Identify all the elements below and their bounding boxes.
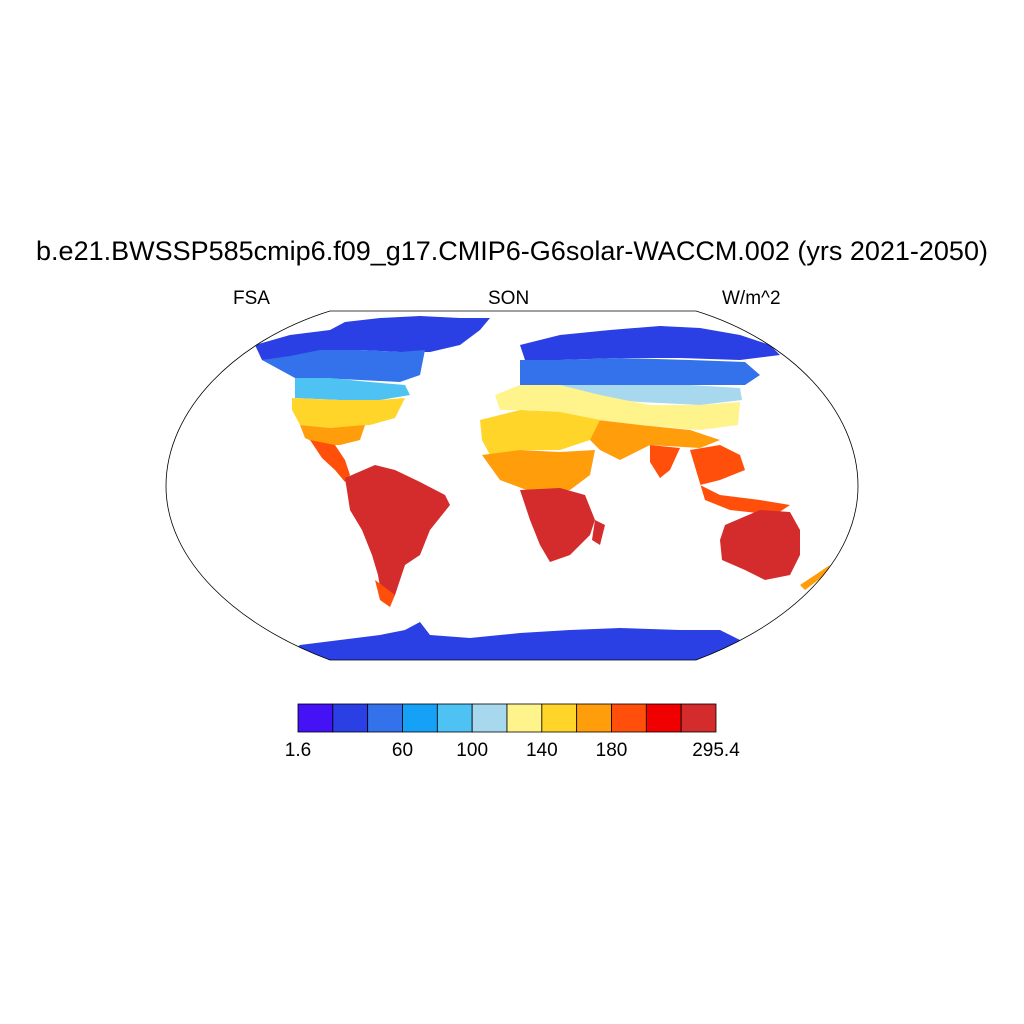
- units-label: W/m^2: [722, 288, 781, 309]
- colorbar-tick-label: 100: [456, 740, 489, 761]
- antarctica: [280, 622, 740, 660]
- northern-us: [295, 378, 410, 400]
- south-america: [345, 465, 450, 605]
- central-asia: [560, 385, 742, 405]
- southern-us: [300, 425, 365, 445]
- colorbar-swatch-5: [471, 703, 508, 733]
- colorbar-swatch-4: [436, 703, 473, 733]
- colorbar-tick-label: 60: [391, 740, 414, 761]
- north-africa: [480, 410, 600, 455]
- arctic-canada-greenland: [255, 316, 490, 360]
- colorbar-swatch-11: [680, 703, 717, 733]
- southern-africa: [520, 488, 595, 562]
- canada: [262, 350, 425, 382]
- colorbar-swatch-6: [506, 703, 543, 733]
- season-label: SON: [488, 288, 530, 309]
- siberia: [520, 326, 780, 360]
- middle-east: [580, 418, 720, 460]
- new-zealand: [800, 565, 830, 590]
- colorbar-swatch-2: [367, 703, 403, 733]
- colorbar-swatch-1: [332, 703, 369, 733]
- colorbar-tick-label: 1.6: [284, 740, 312, 761]
- colorbar-swatch-0: [297, 703, 334, 733]
- us: [292, 398, 405, 428]
- colorbar-swatch-3: [402, 703, 438, 733]
- australia: [720, 510, 800, 580]
- europe: [495, 385, 740, 430]
- colorbar-swatch-9: [611, 703, 647, 733]
- colorbar-tick-label: 180: [595, 740, 628, 761]
- india: [650, 445, 680, 478]
- variable-label: FSA: [233, 288, 270, 309]
- colorbar-swatch-7: [541, 703, 578, 733]
- colorbar-swatch-8: [576, 703, 612, 733]
- sahel: [482, 450, 595, 495]
- colorbar-tick-label: 140: [525, 740, 558, 761]
- map-title: b.e21.BWSSP585cmip6.f09_g17.CMIP6-G6sola…: [36, 236, 988, 266]
- southeast-asia: [690, 445, 790, 515]
- map-border: [165, 310, 859, 661]
- colorbar-tick-label: 295.4: [692, 740, 740, 761]
- colorbar-swatch-10: [645, 703, 682, 733]
- russia: [520, 358, 760, 385]
- mexico-central-america: [310, 440, 350, 482]
